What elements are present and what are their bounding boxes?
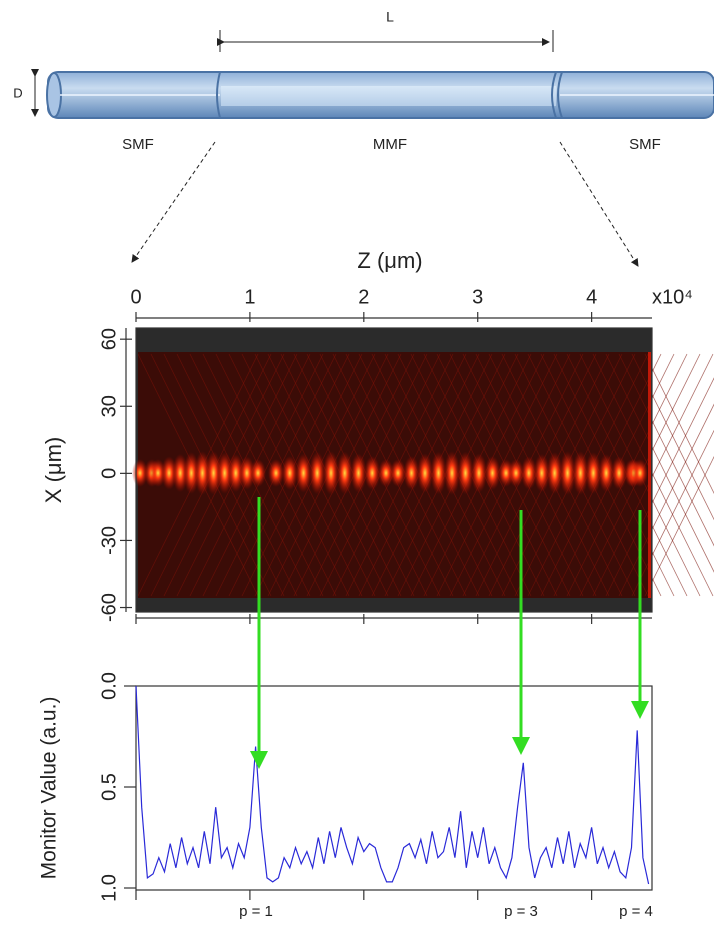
annotation: p = 3 — [504, 903, 538, 920]
field-spot — [250, 459, 266, 487]
y-tick-label: 0.0 — [98, 672, 120, 700]
y-tick-label: 60 — [98, 328, 120, 350]
plot-frame — [135, 327, 653, 613]
x-tick-label: 2 — [358, 286, 369, 308]
field-spot — [403, 455, 420, 491]
x-tick-label: 0 — [130, 286, 141, 308]
annotation: p = 1 — [239, 903, 273, 920]
field-spot — [295, 453, 312, 493]
field-spot — [632, 459, 648, 487]
segment-label: SMF — [122, 136, 154, 153]
segment-label: SMF — [629, 136, 661, 153]
x-tick-label: 4 — [586, 286, 597, 308]
x-tick-label: 1 — [244, 286, 255, 308]
field-spot — [194, 451, 211, 495]
field-spot — [520, 456, 537, 490]
field-spot — [350, 453, 367, 493]
field-spot — [238, 456, 255, 490]
field-spot — [205, 451, 222, 495]
fiber-diagram: L D SMF MMF SMF — [13, 9, 714, 267]
field-spot — [378, 459, 394, 487]
field-spot — [268, 459, 284, 487]
arrows — [250, 497, 649, 769]
y-tick-label: 0 — [98, 468, 120, 479]
field-spot — [281, 455, 298, 491]
field-ray — [592, 353, 714, 597]
field-spot — [559, 451, 576, 495]
field-spot — [471, 453, 487, 493]
field-spot — [323, 451, 339, 495]
field-image — [132, 328, 714, 612]
field-ray — [644, 455, 714, 597]
field-spot — [390, 459, 406, 487]
field-spot — [585, 452, 602, 494]
field-spot — [417, 453, 433, 493]
field-ray — [644, 353, 714, 495]
field-spot — [444, 451, 460, 495]
y-tick-label: -60 — [98, 593, 120, 622]
field-spot — [457, 451, 474, 495]
field-spot — [484, 455, 501, 491]
diameter-label: D — [13, 85, 22, 100]
x-tick-label: 3 — [472, 286, 483, 308]
x-axis-title: Z (μm) — [357, 248, 422, 273]
y-tick-label: 30 — [98, 395, 120, 417]
field-ray — [605, 377, 714, 597]
field-spot — [508, 459, 524, 487]
y-tick-label: 0.5 — [98, 773, 120, 801]
field-spot — [533, 453, 550, 493]
field-spot — [611, 456, 628, 490]
segment-label: MMF — [373, 136, 407, 153]
y-tick-label: 1.0 — [98, 874, 120, 902]
field-spot — [227, 453, 244, 493]
field-spot — [572, 451, 589, 495]
field-edge — [648, 352, 651, 598]
y-axis-title: Monitor Value (a.u.) — [38, 697, 61, 880]
length-label: L — [386, 9, 394, 25]
field-spot — [598, 453, 615, 493]
plot-frame — [135, 685, 653, 891]
field-spot — [309, 451, 326, 495]
series-line — [135, 685, 650, 885]
field-spot — [430, 451, 447, 495]
field-spot — [546, 452, 563, 494]
y-tick-label: -30 — [98, 526, 120, 555]
x-multiplier: x10⁴ — [652, 286, 693, 308]
y-axis-title: X (μm) — [41, 437, 66, 503]
field-spot — [183, 452, 200, 494]
annotation: p = 4 — [619, 903, 653, 920]
field-spot — [336, 451, 353, 495]
field-spot — [364, 455, 381, 491]
field-spot — [216, 452, 233, 494]
